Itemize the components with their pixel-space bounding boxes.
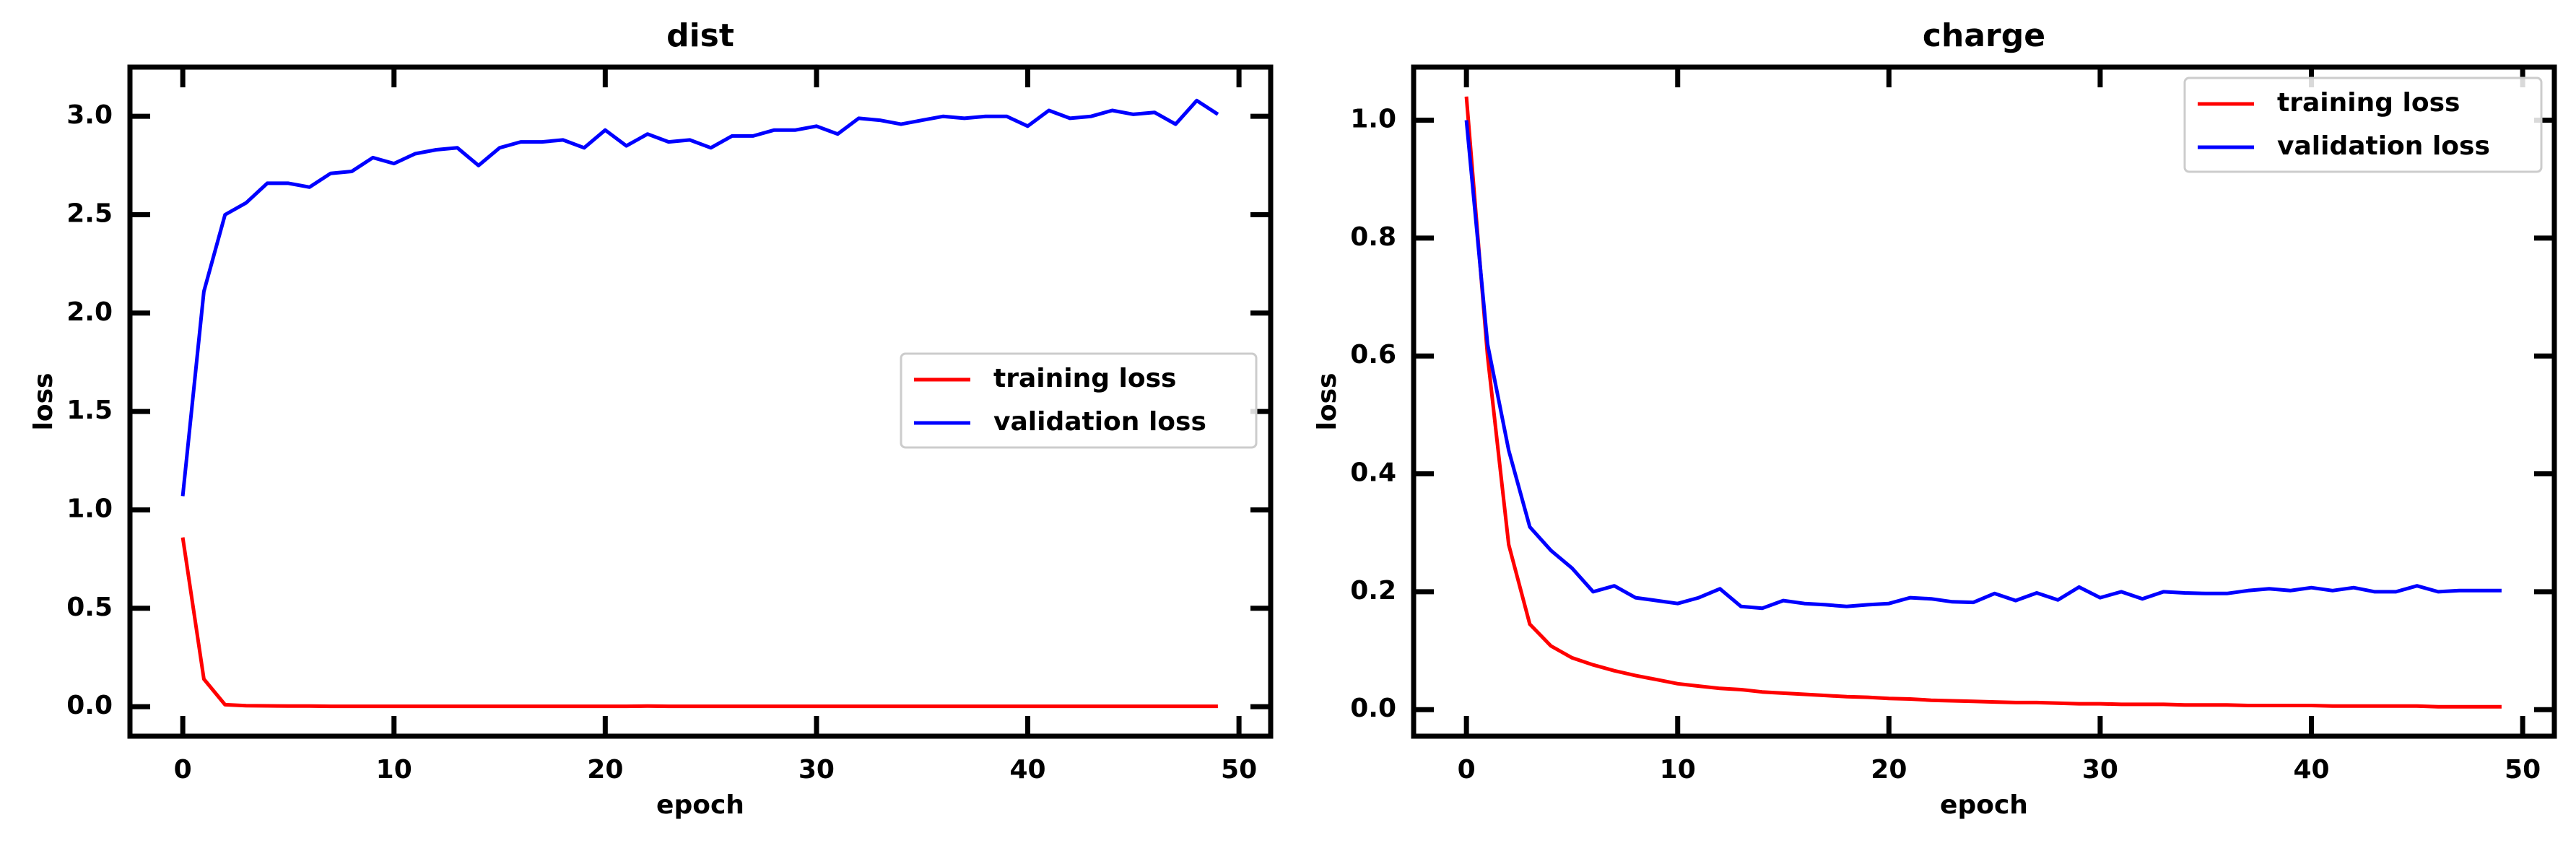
dist-x-tick-label: 20 xyxy=(587,755,623,785)
charge-x-tick-label: 0 xyxy=(1458,755,1476,785)
dist-x-tick-label: 30 xyxy=(799,755,835,785)
charge-y-tick-label: 0.4 xyxy=(1350,458,1396,488)
charge-y-tick-label: 0.0 xyxy=(1350,694,1396,723)
charge-x-tick-label: 50 xyxy=(2505,755,2541,785)
dist-series-validation-loss-line xyxy=(180,98,1219,497)
dist-x-axis-label: epoch xyxy=(656,790,744,820)
charge-legend xyxy=(2183,77,2543,173)
dist-y-tick-label: 0.5 xyxy=(66,593,113,622)
charge-chart: charge epoch loss 0 10 20 30 40 50 0.0 0.2 0.4 0.… xyxy=(1313,17,2557,820)
charge-x-tick-label: 40 xyxy=(2293,755,2329,785)
dist-axes-frame xyxy=(127,64,1274,739)
dist-chart: dist epoch loss 0 10 20 30 40 50 0.0 0.5 1.0 1.5 2… xyxy=(29,17,1274,820)
charge-title: charge xyxy=(1923,17,2045,54)
charge-axes-frame xyxy=(1411,64,2557,739)
charge-x-axis-label: epoch xyxy=(1940,790,2028,820)
charge-x-tick-label: 30 xyxy=(2082,755,2118,785)
dist-y-tick-label: 2.5 xyxy=(66,198,113,228)
charge-series-validation-loss-line xyxy=(1464,120,2502,611)
dist-y-tick-label: 3.0 xyxy=(66,100,113,130)
dist-y-tick-label: 1.5 xyxy=(66,396,113,425)
dist-series-training-loss-line xyxy=(180,537,1218,709)
charge-y-tick-label: 1.0 xyxy=(1350,105,1396,134)
dist-plot-area: 0 10 20 30 40 50 0.0 0.5 1.0 1.5 2.0 2.5 3.0 training… xyxy=(66,64,1274,785)
dist-x-tick-label: 50 xyxy=(1221,755,1257,785)
dist-legend-label: training loss xyxy=(993,364,1176,393)
charge-legend-label: training loss xyxy=(2277,88,2460,118)
dist-y-axis-label: loss xyxy=(29,373,58,431)
dist-x-tick-label: 0 xyxy=(174,755,192,785)
charge-x-tick-label: 20 xyxy=(1871,755,1907,785)
charge-y-tick-label: 0.2 xyxy=(1350,576,1396,606)
charge-plot-area: 0 10 20 30 40 50 0.0 0.2 0.4 0.6 0.8 1.0 training lo… xyxy=(1350,64,2557,785)
charge-y-tick-label: 0.8 xyxy=(1350,222,1396,252)
dist-y-tick-label: 0.0 xyxy=(66,691,113,720)
dist-legend-label: validation loss xyxy=(993,407,1206,437)
dist-x-tick-label: 40 xyxy=(1009,755,1045,785)
charge-x-tick-label: 10 xyxy=(1660,755,1696,785)
dist-y-tick-label: 2.0 xyxy=(66,297,113,327)
charge-y-axis-label: loss xyxy=(1313,373,1342,431)
dist-title: dist xyxy=(666,17,734,54)
dist-y-tick-label: 1.0 xyxy=(66,494,113,523)
dist-x-tick-label: 10 xyxy=(376,755,412,785)
charge-series-training-loss-line xyxy=(1464,96,2502,709)
charge-legend-label: validation loss xyxy=(2277,131,2490,161)
dist-legend xyxy=(900,352,1258,449)
charge-y-tick-label: 0.6 xyxy=(1350,340,1396,370)
